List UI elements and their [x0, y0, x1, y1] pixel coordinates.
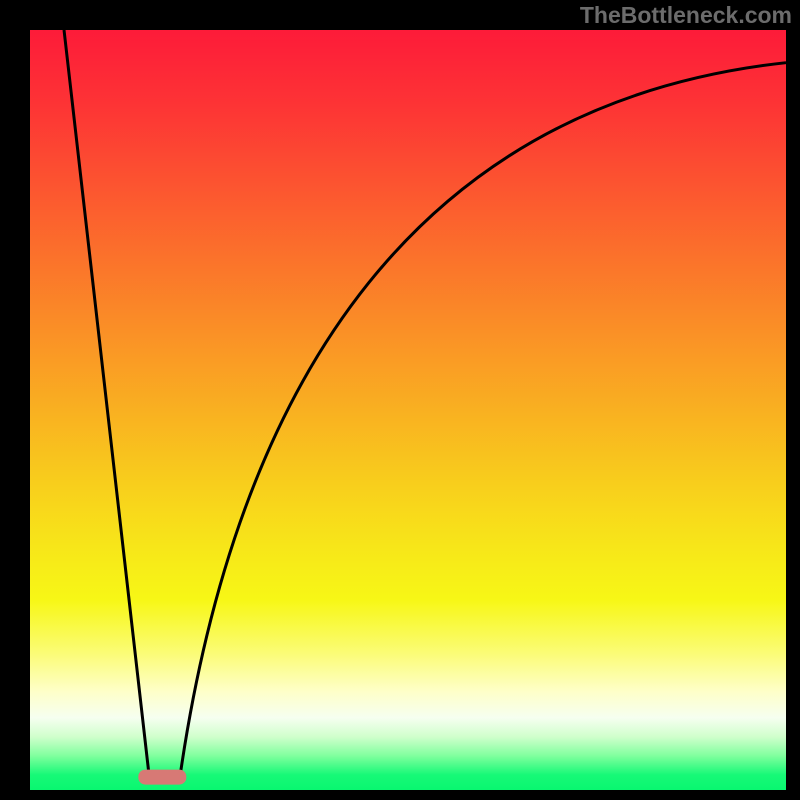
bottleneck-chart: TheBottleneck.com	[0, 0, 800, 800]
chart-svg	[0, 0, 800, 800]
watermark-text: TheBottleneck.com	[580, 2, 792, 29]
optimal-point-marker	[138, 770, 186, 785]
plot-area	[30, 30, 786, 790]
